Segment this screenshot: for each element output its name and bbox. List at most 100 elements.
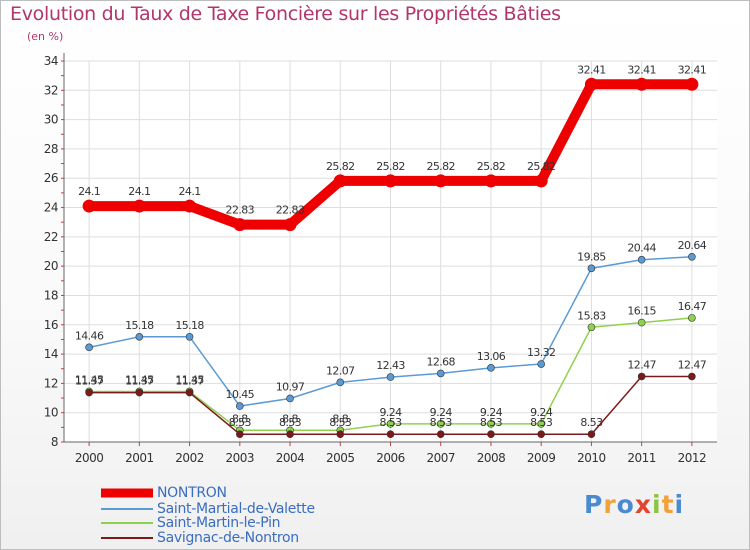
legend-item-nontron[interactable]: NONTRON bbox=[101, 485, 227, 501]
data-point-saint-martial-de-valette bbox=[236, 402, 244, 410]
data-label-savignac-de-nontron: 12.47 bbox=[678, 358, 707, 371]
data-point-savignac-de-nontron bbox=[537, 430, 545, 439]
data-label-saint-martial-de-valette: 20.64 bbox=[678, 239, 707, 252]
data-point-saint-martial-de-valette bbox=[637, 255, 646, 264]
data-label-nontron: 25.82 bbox=[426, 160, 455, 173]
legend-label-nontron: NONTRON bbox=[157, 485, 227, 501]
data-label-saint-martial-de-valette: 12.07 bbox=[326, 364, 355, 377]
y-tick-label: 22 bbox=[44, 230, 58, 244]
data-point-savignac-de-nontron bbox=[487, 430, 495, 439]
data-point-saint-martial-de-valette bbox=[286, 394, 294, 403]
data-point-saint-martial-de-valette bbox=[487, 364, 495, 372]
legend-swatch-saint-martial-de-valette bbox=[101, 508, 153, 510]
logo-letter: i bbox=[674, 490, 685, 519]
data-point-nontron bbox=[685, 77, 699, 91]
data-point-savignac-de-nontron bbox=[386, 430, 395, 439]
data-label-nontron: 25.82 bbox=[376, 160, 405, 173]
data-point-nontron bbox=[132, 199, 146, 213]
data-label-saint-martin-le-pin: 11.45 bbox=[175, 373, 204, 386]
data-point-savignac-de-nontron bbox=[185, 388, 194, 397]
data-point-saint-martial-de-valette bbox=[688, 252, 696, 261]
data-label-nontron: 32.41 bbox=[627, 63, 656, 76]
data-label-nontron: 24.1 bbox=[78, 185, 100, 198]
data-point-nontron bbox=[484, 174, 498, 188]
data-point-nontron bbox=[635, 77, 649, 91]
data-point-nontron bbox=[333, 174, 347, 188]
y-tick-label: 28 bbox=[44, 142, 58, 156]
data-point-nontron bbox=[534, 174, 548, 188]
data-point-saint-martin-le-pin bbox=[386, 420, 395, 428]
data-label-nontron: 25.82 bbox=[477, 160, 506, 173]
data-label-saint-martial-de-valette: 10.45 bbox=[226, 388, 255, 401]
data-point-saint-martin-le-pin bbox=[587, 323, 596, 332]
data-label-saint-martial-de-valette: 15.18 bbox=[175, 319, 204, 332]
y-tick-label: 8 bbox=[51, 435, 58, 449]
data-label-saint-martin-le-pin: 8.8 bbox=[232, 412, 248, 425]
x-tick-label: 2007 bbox=[426, 451, 455, 465]
y-tick-label: 32 bbox=[44, 83, 58, 97]
data-point-nontron bbox=[434, 174, 448, 188]
x-tick-label: 2008 bbox=[477, 451, 506, 465]
data-label-savignac-de-nontron: 8.53 bbox=[430, 416, 453, 429]
x-tick-label: 2011 bbox=[627, 451, 656, 465]
y-tick-label: 20 bbox=[44, 259, 58, 273]
data-label-nontron: 22.83 bbox=[226, 204, 255, 217]
data-label-savignac-de-nontron: 8.53 bbox=[279, 416, 302, 429]
data-label-saint-martial-de-valette: 15.18 bbox=[125, 319, 154, 332]
data-label-nontron: 25.82 bbox=[527, 160, 556, 173]
data-point-saint-martial-de-valette bbox=[85, 343, 93, 352]
data-label-saint-martin-le-pin: 9.24 bbox=[379, 406, 402, 419]
data-point-savignac-de-nontron bbox=[85, 388, 93, 397]
x-tick-label: 2009 bbox=[527, 451, 556, 465]
data-point-savignac-de-nontron bbox=[236, 430, 244, 439]
logo-letter: t bbox=[661, 490, 675, 519]
data-label-saint-martin-le-pin: 11.45 bbox=[125, 373, 154, 386]
chart-title: Evolution du Taux de Taxe Foncière sur l… bbox=[10, 3, 561, 25]
legend-item-saint-martin-le-pin[interactable]: Saint-Martin-le-Pin bbox=[101, 515, 281, 531]
data-point-saint-martin-le-pin bbox=[436, 420, 445, 428]
data-point-savignac-de-nontron bbox=[688, 372, 696, 381]
data-point-nontron bbox=[82, 199, 96, 213]
x-tick-label: 2010 bbox=[577, 451, 606, 465]
data-label-saint-martin-le-pin: 16.47 bbox=[678, 300, 707, 313]
data-label-nontron: 32.41 bbox=[577, 63, 606, 76]
data-label-saint-martin-le-pin: 9.24 bbox=[430, 406, 453, 419]
data-point-savignac-de-nontron bbox=[637, 372, 646, 381]
data-label-saint-martin-le-pin: 11.45 bbox=[75, 373, 104, 386]
data-point-saint-martin-le-pin bbox=[637, 318, 646, 327]
legend-item-savignac-de-nontron[interactable]: Savignac-de-Nontron bbox=[101, 530, 299, 546]
data-point-savignac-de-nontron bbox=[286, 430, 294, 439]
logo-letter: x bbox=[634, 490, 652, 519]
data-label-savignac-de-nontron: 8.53 bbox=[329, 416, 352, 429]
y-tick-label: 10 bbox=[44, 406, 58, 420]
data-label-savignac-de-nontron: 11.37 bbox=[125, 375, 154, 388]
data-point-nontron bbox=[384, 174, 397, 188]
data-label-saint-martin-le-pin: 16.15 bbox=[627, 305, 656, 318]
data-label-savignac-de-nontron: 11.37 bbox=[175, 375, 204, 388]
legend-swatch-nontron bbox=[101, 488, 153, 498]
data-label-nontron: 24.1 bbox=[128, 185, 150, 198]
data-point-nontron bbox=[283, 218, 297, 232]
data-point-saint-martial-de-valette bbox=[537, 360, 545, 368]
y-tick-label: 34 bbox=[44, 54, 58, 68]
data-point-saint-martial-de-valette bbox=[135, 332, 144, 341]
data-label-saint-martial-de-valette: 10.97 bbox=[276, 380, 305, 393]
logo-letter: i bbox=[652, 490, 662, 519]
y-tick-label: 14 bbox=[44, 347, 58, 361]
data-point-savignac-de-nontron bbox=[436, 430, 445, 439]
data-point-saint-martial-de-valette bbox=[336, 378, 345, 387]
data-label-nontron: 25.82 bbox=[326, 160, 355, 173]
data-label-saint-martin-le-pin: 9.24 bbox=[530, 406, 553, 419]
legend-item-saint-martial-de-valette[interactable]: Saint-Martial-de-Valette bbox=[101, 501, 315, 517]
legend-swatch-savignac-de-nontron bbox=[101, 537, 153, 539]
data-point-nontron bbox=[584, 77, 598, 91]
data-point-savignac-de-nontron bbox=[336, 430, 345, 439]
data-point-nontron bbox=[183, 199, 197, 213]
x-tick-label: 2002 bbox=[175, 451, 204, 465]
data-point-savignac-de-nontron bbox=[587, 430, 596, 439]
y-axis-unit: (en %) bbox=[27, 30, 64, 43]
logo-letter: r bbox=[603, 490, 617, 519]
data-label-saint-martial-de-valette: 20.44 bbox=[627, 242, 656, 255]
x-tick-label: 2012 bbox=[678, 451, 707, 465]
